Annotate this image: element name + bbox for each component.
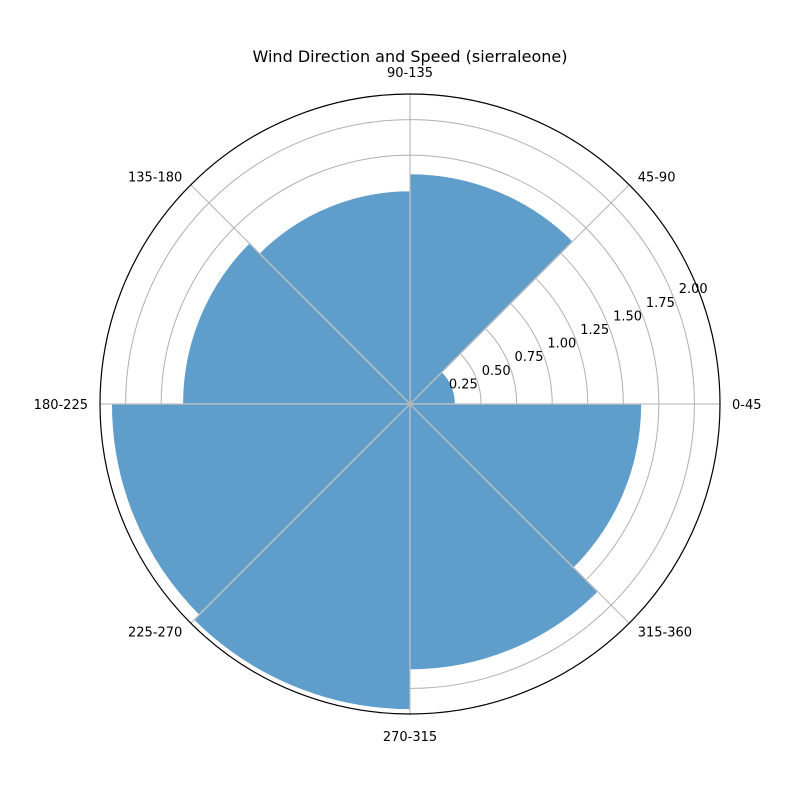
direction-labels: 0-45 45-90 90-135 135-180 180-225 225-270 270-…	[34, 66, 762, 745]
radial-tick-label: 1.00	[547, 337, 576, 352]
radial-tick-label: 2.00	[679, 282, 708, 297]
direction-label: 135-180	[128, 170, 182, 185]
radial-tick-label: 1.50	[613, 309, 642, 324]
direction-label: 90-135	[387, 66, 433, 81]
radial-tick-label: 0.25	[449, 377, 478, 392]
direction-label: 45-90	[638, 170, 676, 185]
direction-label: 225-270	[128, 626, 182, 641]
direction-label: 315-360	[638, 626, 692, 641]
bar-45-90	[409, 173, 574, 406]
bar-315-360	[408, 403, 643, 569]
angular-gridline-5	[190, 403, 411, 624]
radial-tick-label: 0.50	[482, 364, 511, 379]
bar-225-270	[192, 402, 411, 711]
bar-270-315	[409, 402, 599, 671]
bar-series	[110, 173, 643, 711]
angular-gridlines	[100, 94, 720, 714]
bar-180-225	[110, 403, 412, 617]
chart-title: Wind Direction and Speed (sierraleone)	[253, 47, 568, 66]
direction-label: 0-45	[732, 398, 762, 413]
bar-135-180	[181, 242, 412, 405]
angular-gridline-3	[190, 184, 411, 405]
angular-gridline-7	[409, 403, 630, 624]
radial-tick-label: 1.25	[580, 323, 609, 338]
radial-tick-labels: 0.25 0.50 0.751.00 1.25 1.50 1.75 2.00	[449, 282, 708, 392]
polar-frame	[99, 93, 721, 715]
angular-gridline-1	[409, 184, 630, 405]
direction-label: 270-315	[383, 730, 437, 745]
radial-tick-label: 0.75	[515, 350, 544, 365]
bar-90-135	[258, 190, 411, 406]
direction-label: 180-225	[34, 398, 88, 413]
radial-tick-label: 1.75	[646, 296, 675, 311]
